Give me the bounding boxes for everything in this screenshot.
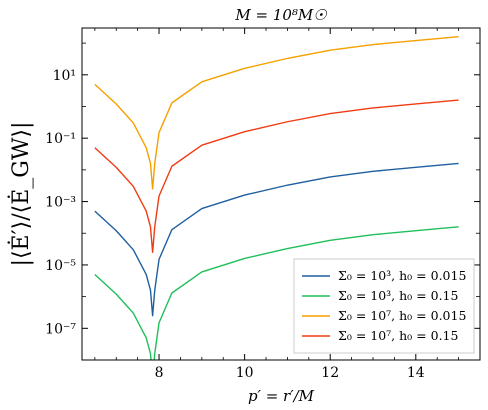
series-layer bbox=[94, 35, 459, 360]
series-line-3 bbox=[94, 35, 459, 190]
y-tick-label: 10⁻³ bbox=[45, 195, 76, 211]
y-tick-label: 10⁻¹ bbox=[45, 131, 76, 147]
legend-label-3: Σ₀ = 10⁷, h₀ = 0.015 bbox=[338, 308, 466, 323]
legend-box bbox=[293, 258, 475, 354]
series-line-4 bbox=[94, 99, 459, 254]
legend-label-4: Σ₀ = 10⁷, h₀ = 0.15 bbox=[338, 328, 458, 343]
plot-frame bbox=[81, 27, 481, 361]
x-tick-label: 10 bbox=[236, 365, 254, 381]
legend: Σ₀ = 10³, h₀ = 0.015 Σ₀ = 10³, h₀ = 0.15 Σ… bbox=[293, 258, 475, 354]
y-axis-label: |⟨Ė′⟩/⟨Ė_GW⟩| bbox=[7, 122, 34, 267]
x-tick-label: 14 bbox=[407, 365, 425, 381]
x-axis-label: p′ = r′/M bbox=[248, 387, 315, 405]
x-tick-label: 8 bbox=[155, 365, 164, 381]
series-line-1 bbox=[94, 162, 459, 317]
legend-label-2: Σ₀ = 10³, h₀ = 0.15 bbox=[338, 288, 458, 303]
y-tick-label: 10⁻⁷ bbox=[45, 321, 76, 337]
y-tick-label: 10⁻⁵ bbox=[45, 258, 76, 274]
y-tick-label: 10¹ bbox=[53, 68, 76, 84]
tick-layer: 8 10 12 14 10⁻⁷ 10⁻⁵ 10⁻³ 10⁻¹ 10¹ bbox=[45, 28, 481, 381]
series-line-2 bbox=[94, 226, 459, 360]
chart-title: M = 10⁸M☉ bbox=[234, 6, 327, 24]
legend-label-1: Σ₀ = 10³, h₀ = 0.015 bbox=[338, 268, 466, 283]
x-tick-label: 12 bbox=[321, 365, 339, 381]
